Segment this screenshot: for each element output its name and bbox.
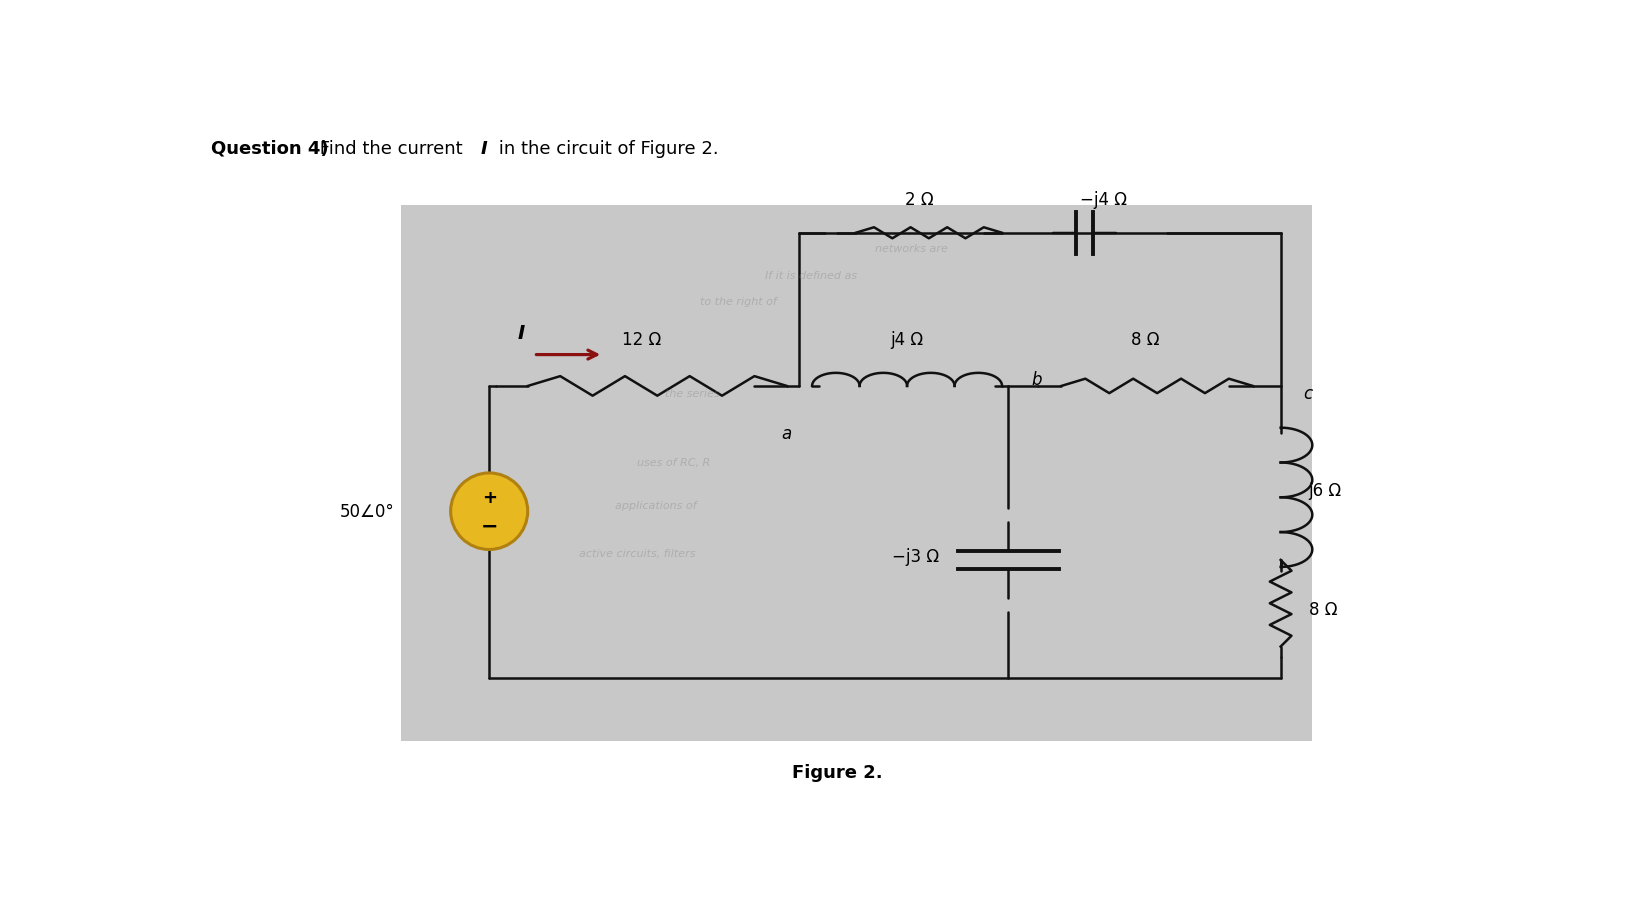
Text: 2 Ω: 2 Ω bbox=[905, 191, 935, 209]
Text: 50∠0°: 50∠0° bbox=[340, 503, 394, 521]
Text: networks are: networks are bbox=[874, 244, 948, 254]
Text: I: I bbox=[480, 140, 487, 158]
Text: in the circuit of Figure 2.: in the circuit of Figure 2. bbox=[493, 140, 719, 158]
Text: 8 Ω: 8 Ω bbox=[1309, 600, 1337, 618]
Text: active circuits, filters: active circuits, filters bbox=[580, 549, 696, 559]
Text: −: − bbox=[480, 517, 498, 536]
Text: the series: the series bbox=[665, 388, 719, 398]
Text: applications of: applications of bbox=[614, 500, 696, 510]
Ellipse shape bbox=[451, 473, 528, 550]
Text: j4 Ω: j4 Ω bbox=[891, 330, 923, 349]
Text: b: b bbox=[1031, 370, 1042, 388]
Text: a: a bbox=[781, 424, 792, 442]
Text: to the right of: to the right of bbox=[699, 297, 776, 307]
Text: uses of RC, R: uses of RC, R bbox=[637, 458, 711, 468]
Text: c: c bbox=[1304, 385, 1312, 403]
Text: j6 Ω: j6 Ω bbox=[1309, 482, 1342, 499]
Text: 8 Ω: 8 Ω bbox=[1131, 330, 1160, 349]
Text: −j3 Ω: −j3 Ω bbox=[892, 548, 938, 566]
Text: −j4 Ω: −j4 Ω bbox=[1080, 191, 1127, 209]
Text: +: + bbox=[482, 489, 497, 506]
Bar bbox=[400, 206, 1312, 741]
Text: If it is defined as: If it is defined as bbox=[765, 270, 856, 280]
Text: I: I bbox=[518, 323, 525, 342]
Text: Question 4): Question 4) bbox=[211, 140, 328, 158]
Text: Find the current: Find the current bbox=[314, 140, 469, 158]
Text: Figure 2.: Figure 2. bbox=[792, 763, 882, 781]
Text: 12 Ω: 12 Ω bbox=[621, 330, 660, 349]
